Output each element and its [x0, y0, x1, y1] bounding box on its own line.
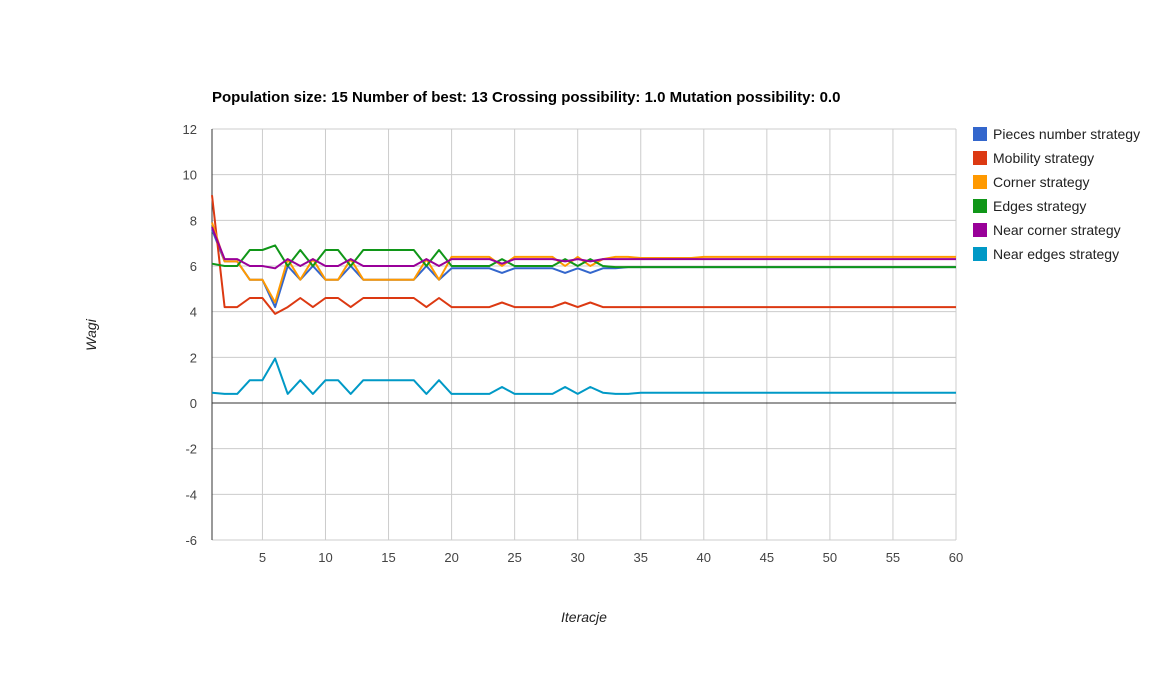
x-tick-label: 35 — [634, 550, 648, 565]
series-line-near-corner-strategy — [211, 226, 956, 270]
legend-swatch — [973, 223, 987, 237]
legend-swatch — [973, 199, 987, 213]
chart-title: Population size: 15 Number of best: 13 C… — [212, 89, 840, 106]
x-tick-label: 10 — [318, 550, 332, 565]
y-tick-label: 10 — [183, 168, 197, 183]
x-tick-label: 55 — [886, 550, 900, 565]
x-tick-label: 15 — [381, 550, 395, 565]
series-line-pieces-number-strategy — [211, 229, 956, 309]
x-tick-label: 45 — [760, 550, 774, 565]
y-tick-label: 2 — [190, 350, 197, 365]
y-axis-title: Wagi — [83, 318, 99, 351]
x-tick-label: 20 — [444, 550, 458, 565]
legend-label: Corner strategy — [993, 174, 1089, 190]
series-line-edges-strategy — [211, 244, 956, 269]
legend-label: Mobility strategy — [993, 150, 1094, 166]
series-line-mobility-strategy — [211, 195, 956, 315]
legend: Pieces number strategy Mobility strategy C… — [973, 126, 1140, 262]
y-tick-label: -2 — [185, 442, 197, 457]
tick-labels: -6 -4 -2 0 2 4 6 8 10 12 5 10 15 20 25 30 35 40 45 50 55 60 — [183, 122, 964, 565]
axes — [211, 129, 956, 540]
legend-label: Near edges strategy — [993, 246, 1119, 262]
gridlines — [212, 128, 957, 541]
x-tick-label: 50 — [823, 550, 837, 565]
y-tick-label: -4 — [185, 487, 197, 502]
y-tick-label: 4 — [190, 305, 197, 320]
series-lines — [211, 195, 956, 395]
legend-label: Near corner strategy — [993, 222, 1121, 238]
y-tick-label: 0 — [190, 396, 197, 411]
legend-label: Edges strategy — [993, 198, 1086, 214]
y-tick-label: 8 — [190, 213, 197, 228]
x-axis-title: Iteracje — [561, 609, 607, 625]
x-tick-label: 30 — [570, 550, 584, 565]
y-tick-label: 12 — [183, 122, 197, 137]
legend-swatch — [973, 151, 987, 165]
y-tick-label: -6 — [185, 533, 197, 548]
legend-swatch — [973, 127, 987, 141]
x-tick-label: 25 — [507, 550, 521, 565]
series-line-near-edges-strategy — [211, 357, 956, 395]
x-tick-label: 60 — [949, 550, 963, 565]
legend-swatch — [973, 247, 987, 261]
y-tick-label: 6 — [190, 259, 197, 274]
x-tick-label: 5 — [259, 550, 266, 565]
x-tick-label: 40 — [697, 550, 711, 565]
legend-label: Pieces number strategy — [993, 126, 1140, 142]
legend-swatch — [973, 175, 987, 189]
